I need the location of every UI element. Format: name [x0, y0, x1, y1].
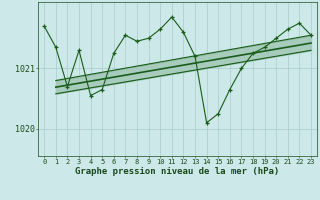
X-axis label: Graphe pression niveau de la mer (hPa): Graphe pression niveau de la mer (hPa): [76, 167, 280, 176]
